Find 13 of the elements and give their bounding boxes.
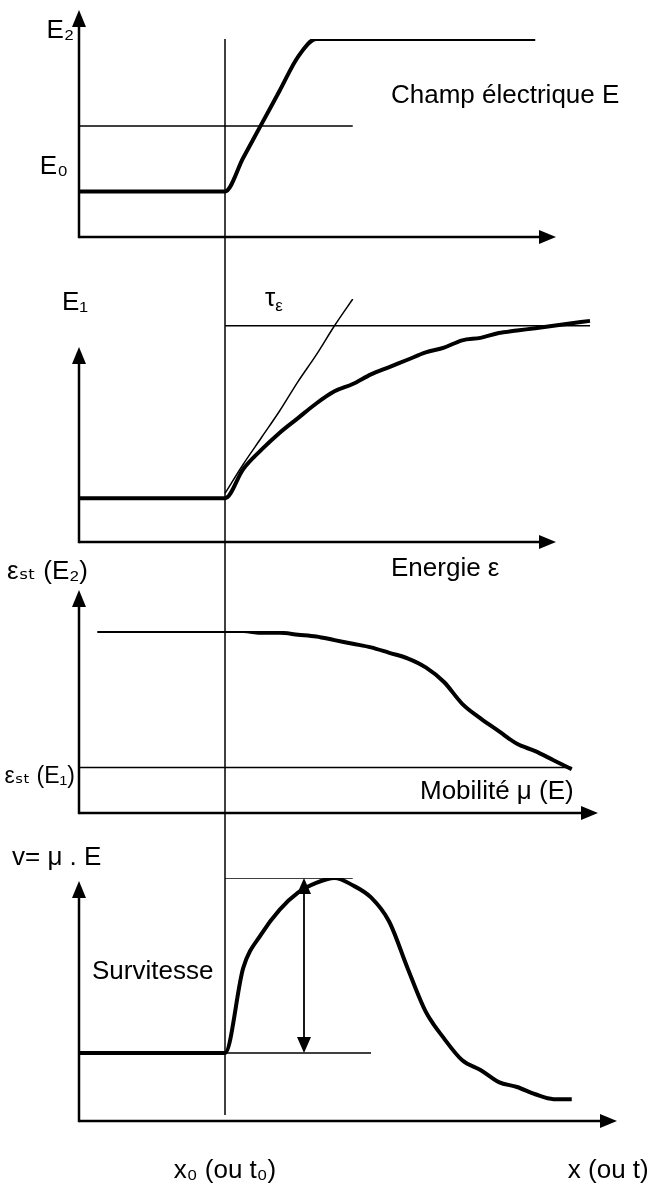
annotation: Champ électrique E: [391, 79, 620, 109]
annotation: εₛₜ (E₁): [4, 761, 75, 790]
annotation: Survitesse: [92, 955, 214, 985]
annotation: τ$_{ε}$: [265, 282, 283, 315]
annotation: E₁: [61, 286, 88, 316]
text: E₀: [39, 150, 68, 180]
text: v= μ . E: [12, 841, 102, 871]
annotation: Mobilité μ (E): [420, 775, 574, 805]
text: εₛₜ (E₂): [7, 555, 88, 585]
annotation: E₂: [46, 14, 74, 44]
x-tick-label: x₀ (ou t₀): [173, 1153, 277, 1184]
x-tick-label: x (ou t): [567, 1153, 649, 1184]
text: Energie ε: [391, 552, 500, 582]
